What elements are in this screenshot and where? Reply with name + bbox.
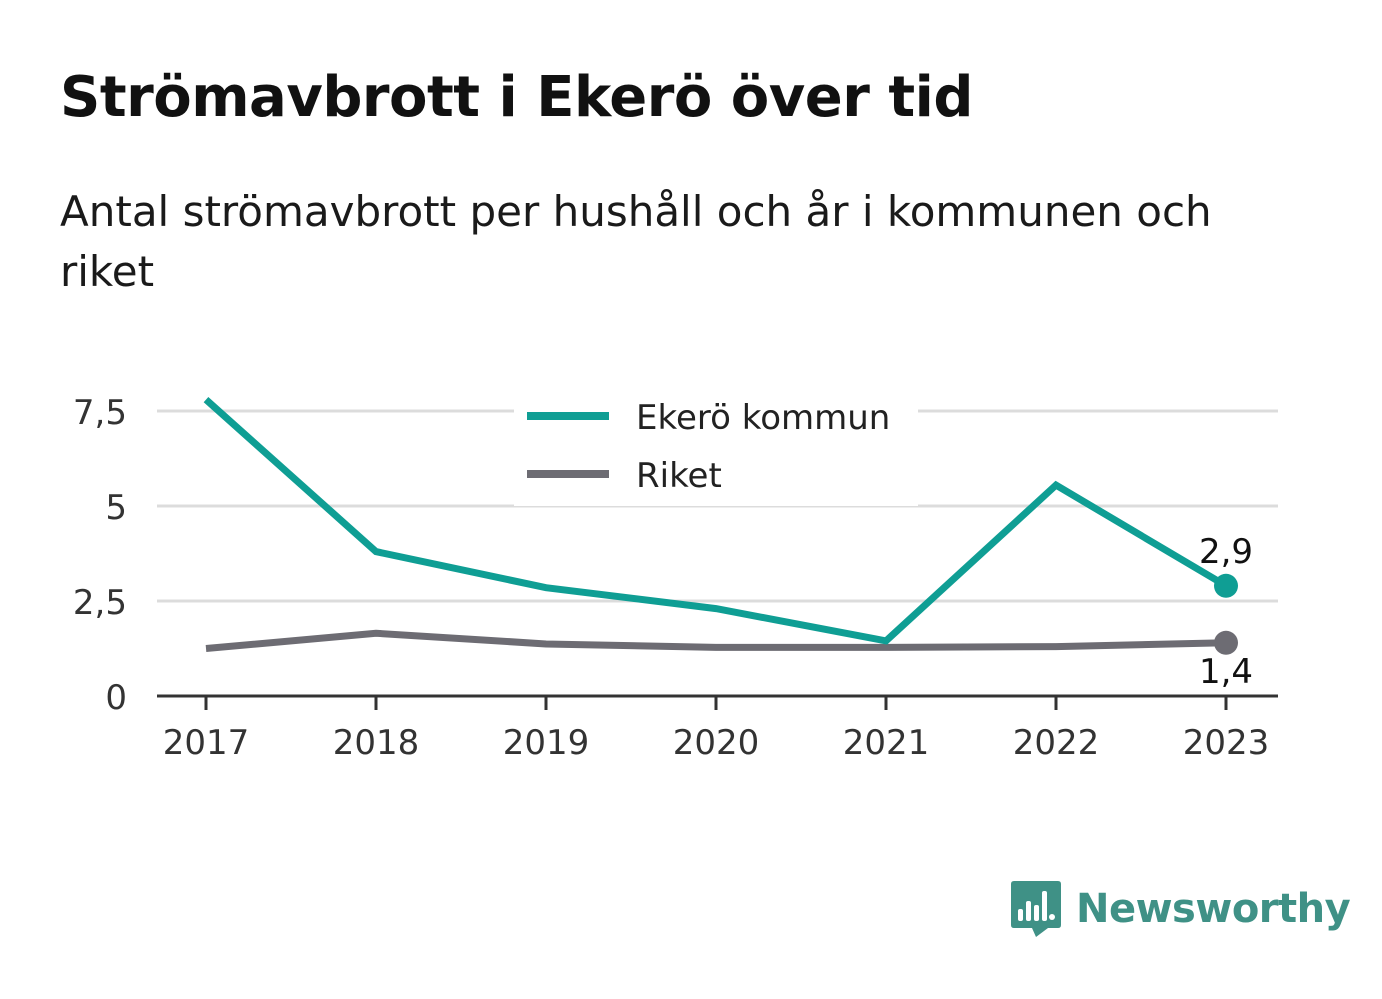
legend-label: Ekerö kommun (636, 398, 890, 438)
end-point-marker (1214, 573, 1238, 598)
legend: Ekerö kommun Riket (514, 388, 918, 506)
brand-name: Newsworthy (1076, 886, 1351, 932)
chart-title: Strömavbrott i Ekerö över tid (60, 65, 973, 130)
end-value-label: 2,9 (1199, 532, 1253, 572)
x-tick-label: 2019 (503, 723, 590, 763)
newsworthy-logo-icon (1011, 881, 1061, 937)
newsworthy-brand[interactable]: Newsworthy (1010, 878, 1351, 940)
legend-background (514, 388, 918, 506)
x-tick-label: 2021 (843, 723, 930, 763)
y-axis-tick-labels: 0 2,5 5 7,5 (73, 393, 127, 718)
end-value-label: 1,4 (1199, 652, 1253, 692)
series-line-riket (205, 629, 1227, 652)
end-point-marker (1214, 630, 1238, 655)
chart-subtitle: Antal strömavbrott per hushåll och år i … (60, 187, 1212, 296)
x-tick-label: 2020 (673, 723, 760, 763)
x-tick-label: 2017 (163, 723, 250, 763)
y-tick-label: 5 (105, 488, 127, 528)
legend-label: Riket (636, 456, 722, 496)
y-tick-label: 7,5 (73, 393, 127, 433)
series-lines (203, 396, 1238, 655)
end-value-labels: 2,9 1,4 (1199, 532, 1253, 692)
x-tick-label: 2023 (1183, 723, 1270, 763)
y-tick-label: 2,5 (73, 583, 127, 623)
x-tick-label: 2022 (1013, 723, 1100, 763)
x-tick-label: 2018 (333, 723, 420, 763)
x-axis: 2017 2018 2019 2020 2021 2022 2023 (157, 694, 1278, 763)
y-tick-label: 0 (105, 678, 127, 718)
